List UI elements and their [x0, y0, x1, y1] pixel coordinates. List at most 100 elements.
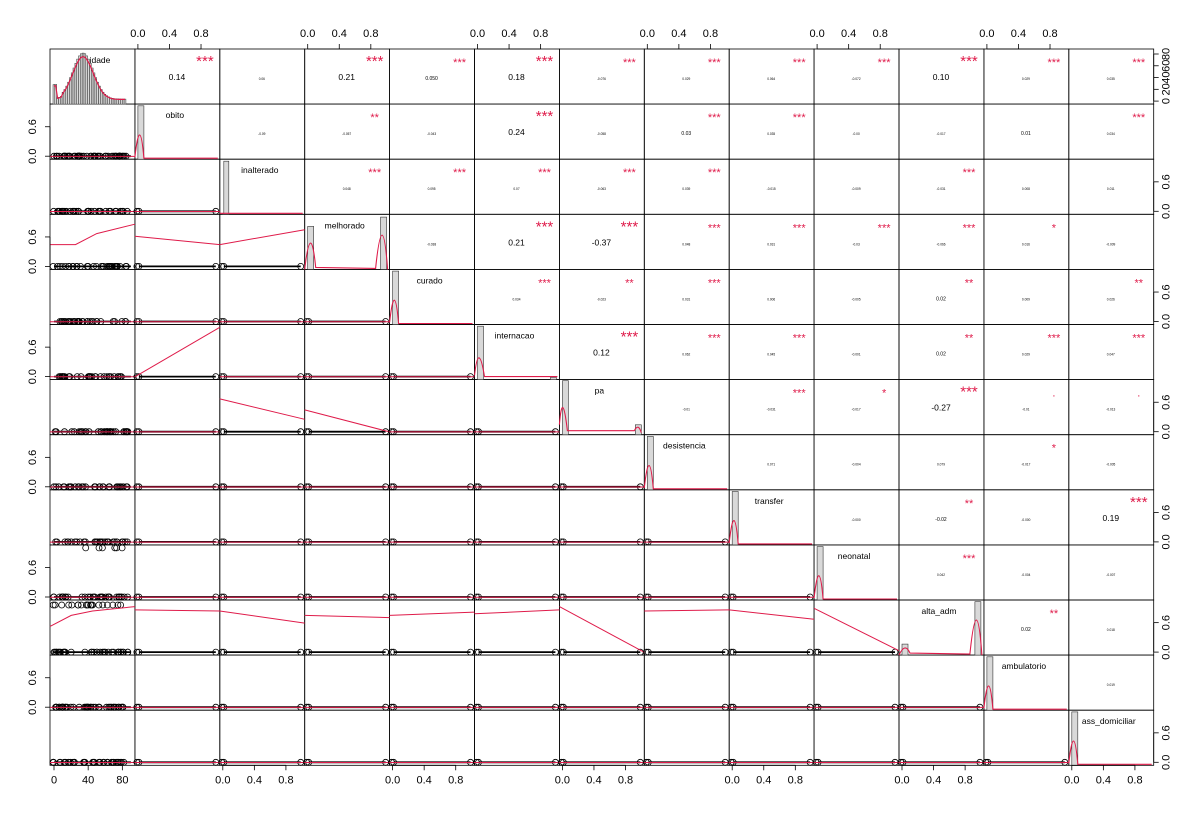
- correlation-cell-0-2: 0.06: [259, 77, 265, 81]
- y-axis-tick-label: 0.6: [27, 119, 39, 134]
- variable-name-obito: obito: [166, 110, 185, 120]
- scatter-cell-6-0: [50, 428, 135, 436]
- correlation-value: -0.017: [1021, 463, 1030, 467]
- panel-7-5: [474, 434, 560, 491]
- correlation-cell-2-10: -0.031 ***: [936, 167, 976, 191]
- correlation-cell-0-5: 0.18 ***: [508, 53, 553, 82]
- scatter-cell-11-5: [473, 703, 560, 711]
- correlation-cell-1-5: 0.24 ***: [508, 108, 553, 137]
- correlation-value: 0.064: [767, 77, 775, 81]
- correlation-cell-6-10: -0.27 ***: [931, 384, 978, 413]
- diagonal-obito: obito: [134, 105, 218, 160]
- correlation-cell-7-9: -0.004: [852, 463, 861, 467]
- variable-name-inalterado: inalterado: [241, 165, 279, 175]
- correlation-cell-4-5: 0.034 ***: [513, 277, 552, 301]
- x-axis-tick-label: 0.8: [1127, 774, 1142, 786]
- scatter-cell-10-4: [388, 611, 475, 656]
- histogram-bar: [550, 377, 557, 380]
- panel-5-2: [219, 324, 306, 380]
- panel-11-6: [559, 654, 645, 711]
- data-point: [104, 601, 111, 609]
- panel-5-4: [389, 324, 475, 380]
- correlation-value: 0.02: [936, 352, 946, 358]
- correlation-value: -0.000: [1021, 518, 1030, 522]
- panel-8-7: [643, 489, 730, 546]
- correlation-cell-4-10: 0.02 **: [936, 277, 974, 302]
- panel-6-3: [304, 379, 391, 436]
- correlation-value: 0.029: [1022, 77, 1030, 81]
- axis-layer: 0 40 80 0.0 0.4 0.8 0.0 0.4 0.8 0.0 0.4 0.8 0.0 0.4 0.…: [27, 28, 1173, 786]
- significance-stars: ***: [963, 222, 977, 234]
- histogram-bar: [974, 601, 982, 656]
- x-axis-tick-label: 0.4: [1096, 774, 1111, 786]
- correlation-cell-0-9: -0.072 ***: [852, 57, 892, 81]
- panel-10-3: [304, 599, 391, 656]
- diagonal-ambulatorio: ambulatorio: [983, 656, 1067, 711]
- significance-stars: ***: [878, 57, 892, 69]
- diagonal-alta_adm: alta_adm: [898, 601, 983, 656]
- panel-9-4: [389, 544, 475, 601]
- age-histogram-bar: [74, 63, 77, 105]
- scatter-cell-12-7: [642, 758, 730, 766]
- correlation-cell-10-11: 0.02 **: [1021, 608, 1059, 633]
- panel-8-4: [389, 489, 475, 546]
- correlation-value: -0.031: [767, 408, 776, 412]
- scatter-cell-7-4: [388, 483, 475, 491]
- correlation-cell-1-2: -0.09: [258, 132, 265, 136]
- y-axis-tick-label: 0.0: [27, 479, 39, 494]
- significance-stars: **: [965, 277, 974, 289]
- scatter-cell-12-3: [303, 758, 390, 766]
- data-point: [109, 601, 117, 609]
- variable-name-melhorado: melhorado: [325, 220, 365, 230]
- panel-6-0: [49, 379, 136, 436]
- correlation-value: 0.19: [1103, 513, 1120, 523]
- scatter-cell-8-5: [473, 538, 560, 546]
- significance-stars: *: [882, 388, 887, 400]
- variable-name-curado: curado: [417, 275, 443, 285]
- correlation-value: 0.035: [1107, 77, 1115, 81]
- scatter-cell-10-7: [642, 609, 730, 656]
- panel-1-0: [49, 103, 136, 160]
- significance-stars: *: [1052, 222, 1057, 234]
- significance-stars: ***: [453, 167, 467, 179]
- correlation-cell-0-1: 0.14 ***: [169, 53, 214, 82]
- correlation-cell-11-12: 0.019: [1107, 683, 1115, 687]
- scatter-cell-12-10: [897, 758, 984, 766]
- panel-7-1: [134, 434, 221, 491]
- panel-11-10: [898, 654, 985, 711]
- significance-stars: ***: [793, 112, 807, 124]
- panel-8-0: [49, 489, 136, 546]
- scatter-cell-9-3: [303, 593, 390, 601]
- panel-9-2: [219, 544, 306, 601]
- x-axis-tick-label: 0.8: [1042, 28, 1057, 40]
- density-line: [389, 299, 473, 325]
- correlation-cell-2-3: 0.048 ***: [343, 167, 382, 191]
- x-axis-tick-label: 0.0: [470, 28, 485, 40]
- correlation-value: 0.02: [936, 296, 946, 302]
- scatter-cell-12-11: [982, 758, 1069, 766]
- correlation-cell-3-9: -0.03 ***: [852, 222, 891, 246]
- correlation-value: 0.062: [682, 353, 690, 357]
- diagonal-internacao: internacao: [473, 325, 558, 380]
- correlation-cell-6-11: -0.01.: [1022, 388, 1055, 412]
- diagonal-pa: pa: [558, 380, 642, 436]
- diagonal-inalterado: inalterado: [219, 160, 303, 215]
- correlation-value: -0.063: [597, 187, 606, 191]
- x-axis-tick-label: 0.8: [788, 774, 803, 786]
- panel-10-4: [389, 599, 475, 656]
- significance-stars: ***: [1130, 494, 1148, 511]
- y-axis-tick-label: 20: [1161, 83, 1173, 95]
- scatter-cell-1-0: [50, 152, 135, 160]
- density-line: [473, 357, 558, 378]
- scatter-cell-9-8: [727, 593, 815, 601]
- scatter-cell-9-6: [558, 593, 645, 601]
- significance-stars: ***: [1047, 57, 1061, 69]
- correlation-cell-0-4: 0.050 ***: [425, 57, 466, 82]
- correlation-cell-2-5: 0.07 ***: [513, 167, 551, 191]
- panel-5-0: [49, 324, 136, 380]
- significance-stars: ***: [960, 53, 978, 70]
- data-point: [82, 544, 90, 552]
- correlation-value: -0.009: [1106, 242, 1115, 246]
- significance-stars: ***: [793, 222, 807, 234]
- correlation-value: 0.045: [767, 353, 775, 357]
